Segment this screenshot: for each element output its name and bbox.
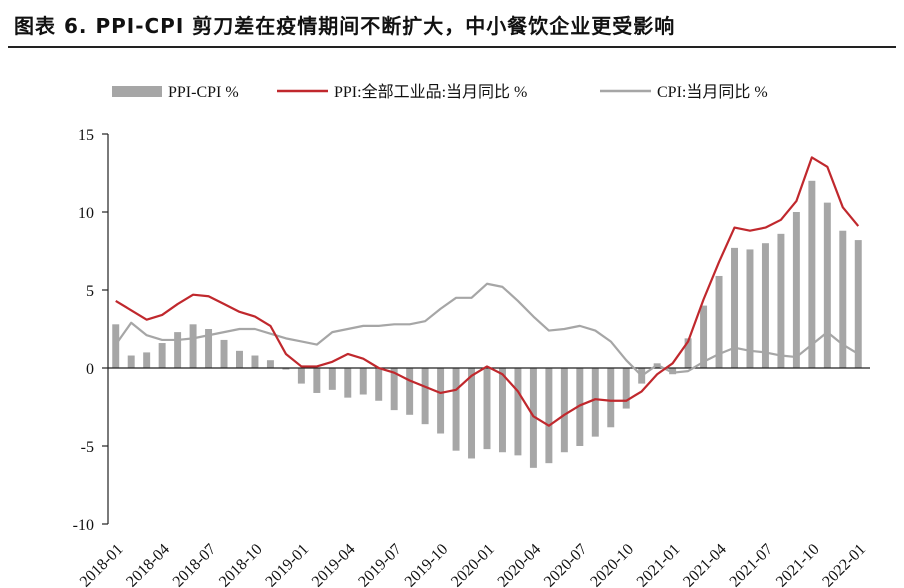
x-tick-label-2018-10: 2018-10 xyxy=(216,541,266,588)
x-tick-label-2018-07: 2018-07 xyxy=(170,541,220,588)
bar-ppi-cpi-30 xyxy=(576,368,584,446)
bar-ppi-cpi-11 xyxy=(282,368,290,370)
bar-ppi-cpi-13 xyxy=(313,368,321,393)
x-tick-label-2019-07: 2019-07 xyxy=(355,541,405,588)
bar-ppi-cpi-46 xyxy=(823,202,831,368)
bar-ppi-cpi-32 xyxy=(607,368,615,428)
axes xyxy=(107,134,870,524)
bar-ppi-cpi-24 xyxy=(483,368,491,450)
bar-ppi-cpi-41 xyxy=(746,249,754,368)
bar-ppi-cpi-39 xyxy=(715,275,723,368)
y-tick-label--10: -10 xyxy=(73,517,94,534)
bar-ppi-cpi-9 xyxy=(251,355,259,368)
x-axis-ticks: 2018-012018-042018-072018-102019-012019-… xyxy=(77,541,869,588)
y-tick-label-10: 10 xyxy=(78,205,94,222)
y-tick-label-5: 5 xyxy=(86,283,94,300)
x-tick-label-2021-04: 2021-04 xyxy=(680,541,730,588)
bar-ppi-cpi-3 xyxy=(158,343,166,368)
bar-ppi-cpi-48 xyxy=(854,240,862,368)
chart-title: 图表 6. PPI-CPI 剪刀差在疫情期间不断扩大，中小餐饮企业更受影响 xyxy=(14,14,676,38)
x-tick-label-2021-10: 2021-10 xyxy=(773,541,823,588)
bar-ppi-cpi-8 xyxy=(236,350,243,368)
bar-ppi-cpi-0 xyxy=(112,324,120,368)
bar-ppi-cpi-4 xyxy=(174,332,182,368)
legend: PPI-CPI % PPI:全部工业品:当月同比 % CPI:当月同比 % xyxy=(112,83,768,101)
y-tick-label--5: -5 xyxy=(81,439,94,456)
y-axis-ticks: -10 -5 0 5 10 15 xyxy=(73,127,108,534)
bar-ppi-cpi-1 xyxy=(127,355,135,368)
bar-ppi-cpi-18 xyxy=(390,368,398,411)
line-cpi xyxy=(114,282,859,377)
bar-ppi-cpi-38 xyxy=(700,305,708,368)
bar-ppi-cpi-16 xyxy=(359,368,367,395)
x-tick-label-2021-07: 2021-07 xyxy=(727,541,777,588)
x-tick-label-2018-04: 2018-04 xyxy=(123,541,173,588)
bar-ppi-cpi-6 xyxy=(205,329,213,368)
bar-ppi-cpi-17 xyxy=(375,368,383,401)
bar-ppi-cpi-42 xyxy=(761,243,769,368)
legend-label-ppi-cpi: PPI-CPI % xyxy=(168,84,239,101)
x-tick-label-2022-01: 2022-01 xyxy=(819,541,869,588)
bar-ppi-cpi-45 xyxy=(808,180,816,368)
bar-ppi-cpi-36 xyxy=(669,368,677,375)
legend-label-cpi: CPI:当月同比 % xyxy=(657,83,768,101)
line-ppi xyxy=(115,156,860,427)
bar-ppi-cpi-19 xyxy=(406,368,414,415)
x-tick-label-2019-10: 2019-10 xyxy=(402,541,452,588)
bar-ppi-cpi-26 xyxy=(514,368,522,456)
bar-ppi-cpi-14 xyxy=(328,368,336,390)
line-series xyxy=(114,156,860,427)
bar-ppi-cpi-15 xyxy=(344,368,352,398)
bar-ppi-cpi-28 xyxy=(545,368,553,464)
legend-label-ppi: PPI:全部工业品:当月同比 % xyxy=(334,83,527,101)
bar-ppi-cpi-7 xyxy=(220,339,228,368)
bar-ppi-cpi-40 xyxy=(731,247,738,368)
bar-ppi-cpi-22 xyxy=(452,368,460,451)
x-tick-label-2020-07: 2020-07 xyxy=(541,541,591,588)
bar-series-ppi-cpi xyxy=(112,180,862,468)
y-tick-label-0: 0 xyxy=(86,361,94,378)
title-underline xyxy=(8,46,896,48)
bar-ppi-cpi-5 xyxy=(189,324,197,368)
bar-ppi-cpi-47 xyxy=(839,230,847,368)
bar-ppi-cpi-44 xyxy=(792,212,800,368)
legend-swatch-ppi-cpi xyxy=(112,86,162,97)
x-tick-label-2019-04: 2019-04 xyxy=(309,541,359,588)
bar-ppi-cpi-12 xyxy=(297,368,305,384)
x-tick-label-2018-01: 2018-01 xyxy=(77,541,127,588)
bar-ppi-cpi-20 xyxy=(421,368,429,425)
bar-ppi-cpi-10 xyxy=(266,360,274,368)
x-tick-label-2020-10: 2020-10 xyxy=(587,541,637,588)
x-tick-label-2020-01: 2020-01 xyxy=(448,541,498,588)
x-tick-label-2019-01: 2019-01 xyxy=(262,541,312,588)
bar-ppi-cpi-25 xyxy=(498,368,506,453)
x-tick-label-2020-04: 2020-04 xyxy=(495,541,545,588)
bar-ppi-cpi-43 xyxy=(777,233,785,368)
y-tick-label-15: 15 xyxy=(78,127,94,144)
bar-ppi-cpi-37 xyxy=(684,338,692,368)
x-tick-label-2021-01: 2021-01 xyxy=(634,541,684,588)
bar-ppi-cpi-31 xyxy=(591,368,599,437)
bar-ppi-cpi-33 xyxy=(622,368,630,409)
bar-ppi-cpi-23 xyxy=(468,368,476,459)
bar-ppi-cpi-27 xyxy=(529,368,537,468)
bar-ppi-cpi-29 xyxy=(560,368,568,453)
bar-ppi-cpi-21 xyxy=(437,368,445,434)
bar-ppi-cpi-2 xyxy=(143,352,151,368)
